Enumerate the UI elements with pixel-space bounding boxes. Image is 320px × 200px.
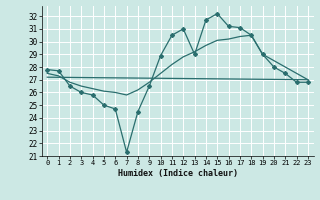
X-axis label: Humidex (Indice chaleur): Humidex (Indice chaleur)	[118, 169, 237, 178]
